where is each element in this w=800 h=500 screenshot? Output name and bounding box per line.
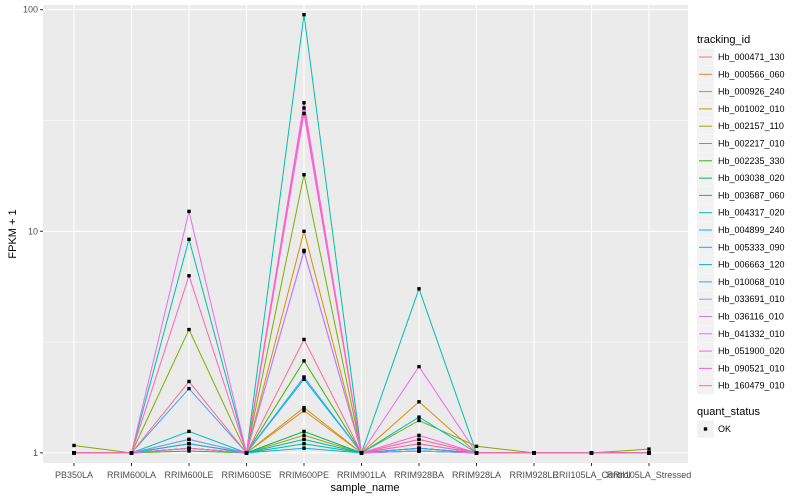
data-point [244, 451, 249, 455]
y-tick-label: 100 [23, 5, 38, 15]
data-point [417, 437, 421, 442]
shape-legend-items: OK [697, 420, 731, 438]
legend-label: Hb_010068_010 [718, 277, 785, 287]
data-point [647, 447, 651, 451]
legend-label: Hb_004899_240 [718, 225, 785, 235]
data-point [72, 451, 76, 455]
legend-label: Hb_002157_110 [718, 121, 784, 131]
data-point [187, 386, 191, 391]
data-point [187, 437, 191, 442]
x-tick-label: RRIM600PE [279, 470, 329, 480]
data-point [302, 375, 306, 379]
shape-legend-label: OK [718, 424, 731, 434]
data-point [129, 451, 134, 455]
data-point [187, 441, 191, 446]
data-point [187, 449, 191, 453]
x-tick-label: RRIM600LE [164, 470, 213, 480]
x-tick-label: RRIM928LA [452, 470, 501, 480]
x-axis: PB350LA RRIM600LA RRIM600LE RRIM600SE RRIM60… [55, 463, 691, 480]
data-point [417, 441, 421, 446]
data-point [302, 12, 306, 17]
data-point [417, 415, 421, 419]
legend-label: Hb_051900_020 [718, 346, 785, 356]
legend-label: Hb_000566_060 [718, 69, 785, 79]
data-point [302, 173, 306, 177]
legend-label: Hb_000926_240 [718, 87, 785, 97]
x-tick-label: PB350LA [55, 470, 93, 480]
data-point [72, 443, 76, 448]
legend-label: Hb_003038_020 [718, 173, 785, 183]
data-point [302, 441, 306, 446]
x-tick-label: RRIM600SE [221, 470, 271, 480]
data-point [417, 449, 421, 453]
grid-minor [43, 120, 688, 343]
shape-legend-title: quant_status [697, 406, 760, 418]
data-point [302, 377, 306, 381]
data-point [589, 451, 594, 455]
data-point [359, 451, 364, 455]
data-point [302, 111, 306, 116]
y-axis: 1 10 100 [23, 5, 43, 458]
data-points [72, 12, 651, 455]
data-point [302, 101, 306, 105]
x-axis-title: sample_name [330, 482, 399, 494]
data-point [302, 248, 306, 253]
legend-label: Hb_006663_120 [718, 260, 785, 270]
x-tick-label: RRIM928BA [394, 470, 444, 480]
x-tick-label: RRIM600LA [107, 470, 156, 480]
data-point [187, 274, 191, 278]
legend-label: Hb_004317_020 [718, 208, 785, 218]
legend-label: Hb_160479_010 [718, 381, 785, 391]
x-tick-label: RRII105LA_Control [552, 470, 630, 480]
data-point [474, 444, 479, 449]
data-point [187, 209, 191, 214]
data-point [417, 418, 421, 423]
data-point [302, 437, 306, 442]
data-point [417, 446, 421, 450]
data-point [417, 364, 421, 369]
legend-label: Hb_003687_060 [718, 190, 785, 200]
data-point [302, 337, 306, 342]
y-axis-title: FPKM + 1 [7, 209, 19, 258]
data-point [187, 446, 191, 450]
legend-items: Hb_000471_130 Hb_000566_060 Hb_000926_240 H… [697, 48, 785, 395]
panel-background [43, 5, 688, 463]
legend-label: Hb_001002_010 [718, 104, 785, 114]
data-point [302, 429, 306, 434]
legend-label: Hb_002217_010 [718, 139, 785, 149]
data-point [302, 433, 306, 438]
legend-label: Hb_041332_010 [718, 329, 785, 339]
data-point [302, 359, 306, 363]
data-point [647, 451, 651, 455]
shape-legend-key [703, 427, 708, 431]
data-point [187, 237, 191, 242]
data-point [302, 405, 306, 410]
data-point [474, 451, 479, 455]
data-point [532, 451, 536, 455]
data-point [187, 327, 191, 332]
legend-label: Hb_002235_330 [718, 156, 785, 166]
x-tick-label: RRIM901LA [337, 470, 386, 480]
legend: tracking_id Hb_000471_130Hb_000566_060Hb… [697, 34, 785, 438]
legend-label: Hb_000471_130 [718, 52, 785, 62]
data-point [187, 379, 191, 384]
legend-title: tracking_id [697, 34, 750, 46]
y-tick-label: 1 [33, 448, 38, 458]
x-tick-label: RRIM928LE [509, 470, 558, 480]
legend-label: Hb_005333_090 [718, 242, 785, 252]
data-point [302, 106, 306, 110]
data-point [187, 429, 191, 434]
legend-label: Hb_090521_010 [718, 363, 785, 373]
y-tick-label: 10 [28, 226, 38, 236]
data-point [417, 400, 421, 404]
data-point [302, 408, 306, 413]
data-point [302, 446, 306, 450]
data-point [417, 287, 421, 291]
x-tick-label: RRII105LA_Stressed [607, 470, 692, 480]
data-point [417, 433, 421, 438]
legend-label: Hb_036116_010 [718, 312, 784, 322]
data-point [302, 229, 306, 233]
legend-label: Hb_033691_010 [718, 294, 785, 304]
